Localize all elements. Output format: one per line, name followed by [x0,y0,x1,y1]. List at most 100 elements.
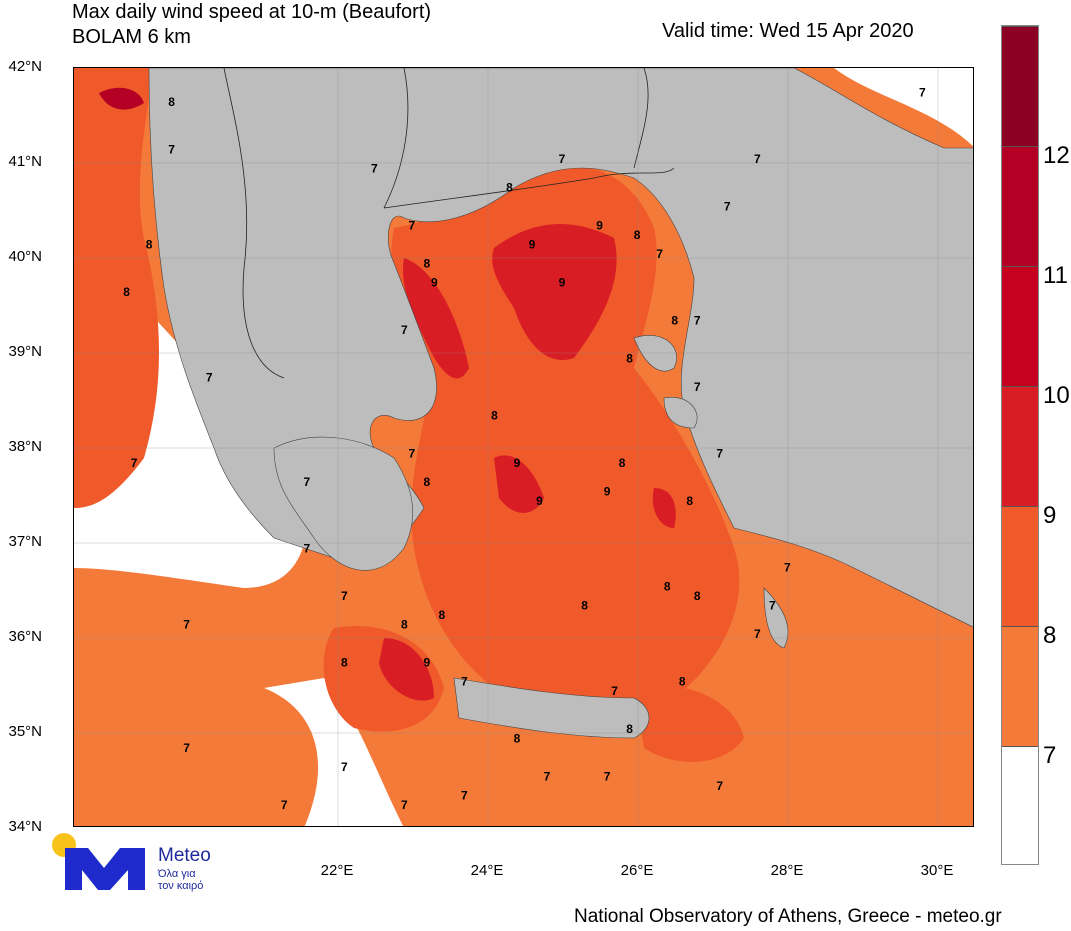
wind-value-label: 7 [754,152,761,166]
wind-value-label: 7 [281,798,288,812]
map-title: Max daily wind speed at 10-m (Beaufort) [72,1,432,23]
lat-label-42: 42°N [8,58,42,75]
colorbar-label-11: 11 [1043,262,1068,289]
logo-tagline-2: τον καιρό [158,880,204,892]
lat-label-37: 37°N [8,533,42,550]
lon-label-26: 26°E [620,862,654,879]
lat-label-34: 34°N [8,818,42,835]
lon-label-28: 28°E [770,862,804,879]
colorbar-label-9: 9 [1043,502,1057,529]
lat-label-41: 41°N [8,153,42,170]
wind-value-label: 7 [341,589,348,603]
colorbar-swatch-10 [1002,266,1038,386]
colorbar-swatch-7 [1002,626,1038,746]
wind-value-label: 8 [424,475,431,489]
wind-value-label: 7 [183,618,190,632]
logo-tagline: Όλα για [158,868,196,880]
credit-line: National Observatory of Athens, Greece -… [574,906,1002,927]
wind-value-label: 7 [409,219,416,233]
wind-value-label: 7 [694,314,701,328]
wind-value-label: 9 [424,656,431,670]
wind-value-label: 9 [604,485,611,499]
lon-label-30: 30°E [920,862,954,879]
wind-value-label: 7 [131,456,138,470]
land-masses [148,68,973,739]
wind-value-label: 7 [784,561,791,575]
wind-zone-10 [99,87,144,110]
lat-label-36: 36°N [8,628,42,645]
wind-value-label: 8 [671,314,678,328]
wind-value-label: 8 [686,494,693,508]
lat-label-38: 38°N [8,438,42,455]
wind-value-label: 8 [514,732,521,746]
meteo-logo [52,833,145,890]
wind-value-label: 8 [634,228,641,242]
wind-value-label: 8 [626,352,633,366]
wind-value-label: 7 [604,770,611,784]
wind-value-label: 7 [611,684,618,698]
wind-value-label: 7 [401,323,408,337]
wind-value-label: 8 [424,257,431,271]
wind-value-label: 8 [679,675,686,689]
wind-value-label: 8 [626,722,633,736]
wind-value-label: 7 [206,371,213,385]
grid-lines [74,68,973,826]
lat-label-39: 39°N [8,343,42,360]
wind-value-label: 7 [544,770,551,784]
wind-value-label: 7 [559,152,566,166]
wind-value-label: 7 [341,760,348,774]
wind-value-label: 9 [559,276,566,290]
logo-name: Meteo [158,845,211,866]
colorbar-label-8: 8 [1043,622,1057,649]
m-logo-icon [65,848,145,890]
wind-value-label: 8 [664,580,671,594]
wind-value-label: 7 [656,247,663,261]
colorbar-label-12: 12 [1043,142,1070,169]
wind-value-label: 8 [439,608,446,622]
wind-value-label: 8 [168,95,175,109]
wind-value-label: 7 [461,675,468,689]
colorbar-label-10: 10 [1043,382,1070,409]
colorbar [1001,25,1039,865]
wind-value-label: 7 [694,380,701,394]
wind-value-label: 7 [409,447,416,461]
wind-value-label: 8 [146,238,153,252]
model-name: BOLAM 6 km [72,26,191,48]
wind-value-label: 7 [716,447,723,461]
colorbar-swatch-11 [1002,146,1038,266]
wind-value-label: 9 [514,456,521,470]
colorbar-swatch-9 [1002,386,1038,506]
lon-label-24: 24°E [470,862,504,879]
wind-value-label: 8 [491,409,498,423]
wind-value-label: 7 [168,143,175,157]
lat-label-35: 35°N [8,723,42,740]
wind-value-label: 9 [596,219,603,233]
wind-value-label: 8 [619,456,626,470]
wind-value-label: 7 [303,542,310,556]
wind-value-label: 9 [431,276,438,290]
wind-value-label: 8 [581,599,588,613]
wind-value-label: 7 [919,86,926,100]
colorbar-swatch-8 [1002,506,1038,626]
wind-value-label: 7 [716,779,723,793]
wind-value-label: 7 [303,475,310,489]
colorbar-swatch-12 [1002,26,1038,146]
wind-value-label: 8 [506,181,513,195]
lat-label-40: 40°N [8,248,42,265]
wind-value-label: 8 [123,285,130,299]
wind-value-label: 8 [694,589,701,603]
wind-value-label: 9 [529,238,536,252]
valid-time: Valid time: Wed 15 Apr 2020 [662,20,914,42]
wind-value-label: 8 [401,618,408,632]
colorbar-label-7: 7 [1043,742,1057,769]
wind-value-label: 7 [371,162,378,176]
lon-label-22: 22°E [320,862,354,879]
wind-value-label: 8 [341,656,348,670]
wind-value-label: 7 [769,599,776,613]
wind-value-label: 7 [724,200,731,214]
wind-value-label: 7 [754,627,761,641]
colorbar-swatch-below-7 [1002,746,1038,864]
